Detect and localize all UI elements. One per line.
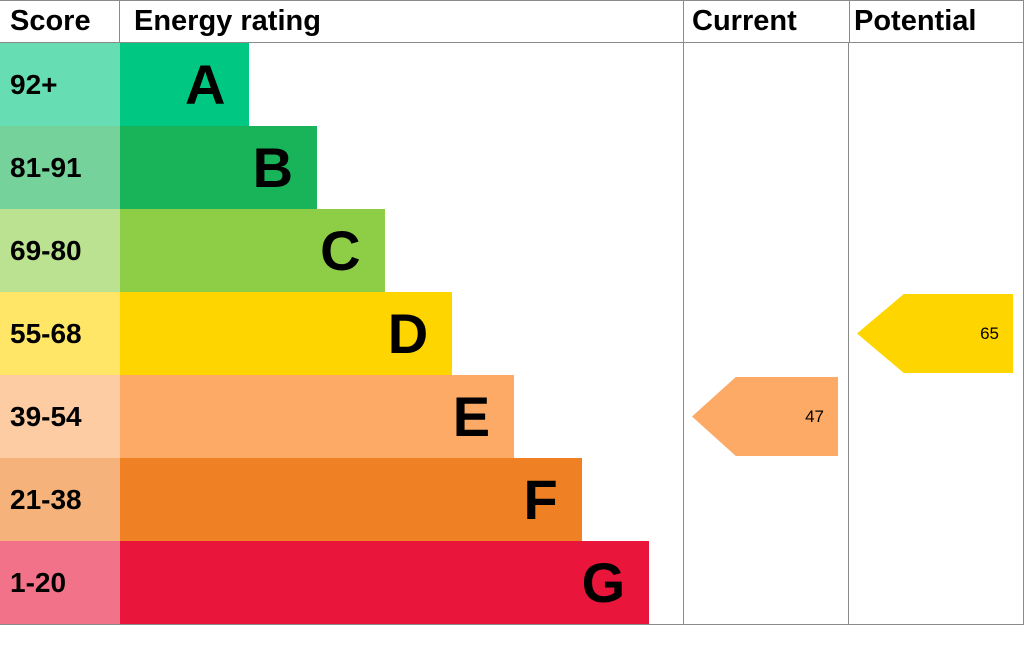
- band-bar: D: [120, 292, 453, 375]
- potential-column-header: Potential: [849, 1, 1024, 42]
- current-arrow: 47: [692, 377, 838, 456]
- band-letter: F: [523, 467, 558, 531]
- band-bar-area: A: [120, 43, 683, 126]
- band-bar: F: [120, 458, 582, 541]
- band-letter: B: [252, 135, 294, 199]
- band-bar: A: [120, 43, 250, 126]
- band-score-label: 69-80: [0, 209, 120, 292]
- band-score-label: 92+: [0, 43, 120, 126]
- band-row: 55-68 D: [0, 292, 683, 375]
- bands: 92+ A 81-91 B 69-80 C 55-68 D: [0, 43, 683, 624]
- band-row: 1-20 G: [0, 541, 683, 624]
- current-value: 47: [805, 406, 824, 426]
- band-row: 69-80 C: [0, 209, 683, 292]
- band-score-label: 21-38: [0, 458, 120, 541]
- band-bar-area: D: [120, 292, 683, 375]
- band-letter: G: [581, 550, 626, 614]
- potential-column: 65: [849, 43, 1024, 624]
- band-row: 39-54 E: [0, 375, 683, 458]
- current-column: 47: [683, 43, 849, 624]
- band-bar: G: [120, 541, 650, 624]
- score-column-header: Score: [0, 1, 120, 42]
- band-bar-area: F: [120, 458, 683, 541]
- band-bar: B: [120, 126, 318, 209]
- band-score-label: 1-20: [0, 541, 120, 624]
- band-score-label: 39-54: [0, 375, 120, 458]
- header-row: Score Energy rating Current Potential: [0, 0, 1024, 43]
- band-score-label: 55-68: [0, 292, 120, 375]
- chart-body: 92+ A 81-91 B 69-80 C 55-68 D: [0, 43, 1024, 625]
- band-letter: D: [387, 301, 429, 365]
- band-bar-area: C: [120, 209, 683, 292]
- band-letter: E: [452, 384, 491, 448]
- band-row: 21-38 F: [0, 458, 683, 541]
- band-bar: E: [120, 375, 515, 458]
- potential-arrow: 65: [857, 294, 1013, 373]
- current-column-header: Current: [683, 1, 849, 42]
- energy-rating-column-header: Energy rating: [134, 5, 321, 37]
- band-score-label: 81-91: [0, 126, 120, 209]
- band-row: 81-91 B: [0, 126, 683, 209]
- band-letter: C: [320, 218, 361, 282]
- band-letter: A: [185, 52, 226, 116]
- band-bar-area: G: [120, 541, 683, 624]
- band-bar-area: E: [120, 375, 683, 458]
- band-bar-area: B: [120, 126, 683, 209]
- potential-value: 65: [980, 323, 999, 343]
- band-row: 92+ A: [0, 43, 683, 126]
- band-bar: C: [120, 209, 385, 292]
